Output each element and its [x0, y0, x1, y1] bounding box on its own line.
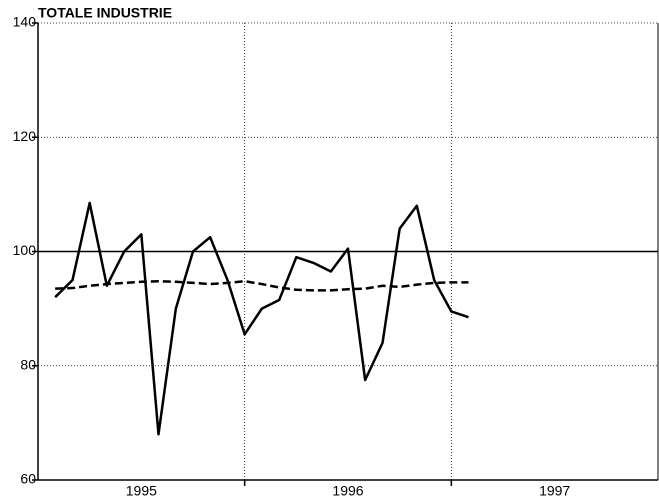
- chart-title: TOTALE INDUSTRIE: [38, 5, 172, 21]
- series-line: [54, 201, 469, 436]
- y-tick-label: 120: [13, 128, 37, 144]
- series-line: [55, 279, 469, 292]
- y-tick-label: 80: [20, 356, 36, 372]
- y-tick-label: 100: [13, 242, 37, 258]
- y-tick-label: 60: [20, 471, 36, 487]
- x-tick-label: 1997: [539, 483, 570, 499]
- x-tick-label: 1995: [126, 483, 157, 499]
- x-tick-label: 1996: [332, 483, 363, 499]
- y-tick-label: 140: [13, 14, 37, 30]
